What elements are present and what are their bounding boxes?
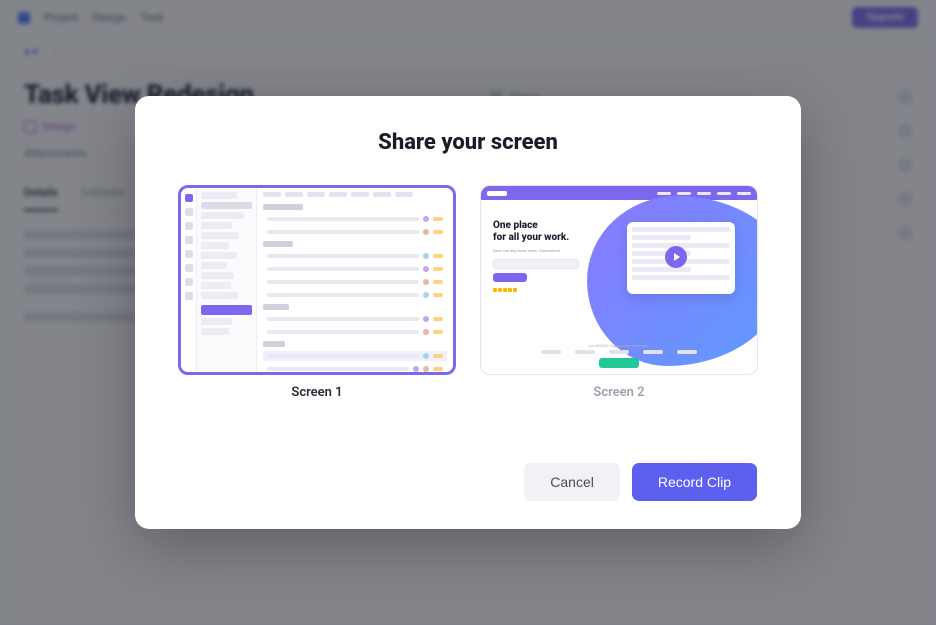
thumb2-headline: for all your work. bbox=[493, 232, 579, 244]
screen-2-label: Screen 2 bbox=[593, 385, 644, 400]
thumb2-stars-icon bbox=[493, 288, 579, 292]
thumb1-rail-icon bbox=[181, 188, 197, 375]
thumb2-headline: One place bbox=[493, 220, 579, 232]
cancel-button[interactable]: Cancel bbox=[524, 463, 620, 501]
thumb1-main bbox=[257, 188, 453, 375]
thumb2-cta bbox=[493, 273, 527, 282]
screen-option-1[interactable]: Screen 1 bbox=[178, 185, 456, 400]
play-icon bbox=[665, 246, 687, 268]
screen-1-thumbnail[interactable] bbox=[178, 185, 456, 375]
modal-footer: Cancel Record Clip bbox=[179, 463, 757, 501]
thumb2-badge bbox=[599, 358, 639, 368]
thumb2-subhead: Save one day every week. Guaranteed. bbox=[493, 248, 579, 253]
thumb2-nav bbox=[481, 186, 757, 200]
screen-option-2[interactable]: One place for all your work. Save one da… bbox=[480, 185, 758, 400]
thumb2-email-input bbox=[493, 259, 579, 269]
thumb2-trust-line: Join 800,000+ highly productive teams bbox=[493, 344, 743, 348]
record-clip-button[interactable]: Record Clip bbox=[632, 463, 757, 501]
share-screen-modal: Share your screen bbox=[135, 96, 801, 529]
screen-2-thumbnail[interactable]: One place for all your work. Save one da… bbox=[480, 185, 758, 375]
modal-title: Share your screen bbox=[179, 130, 757, 155]
screen-1-label: Screen 1 bbox=[291, 385, 342, 400]
screen-options: Screen 1 One p bbox=[179, 185, 757, 400]
thumb1-sidebar bbox=[197, 188, 257, 375]
